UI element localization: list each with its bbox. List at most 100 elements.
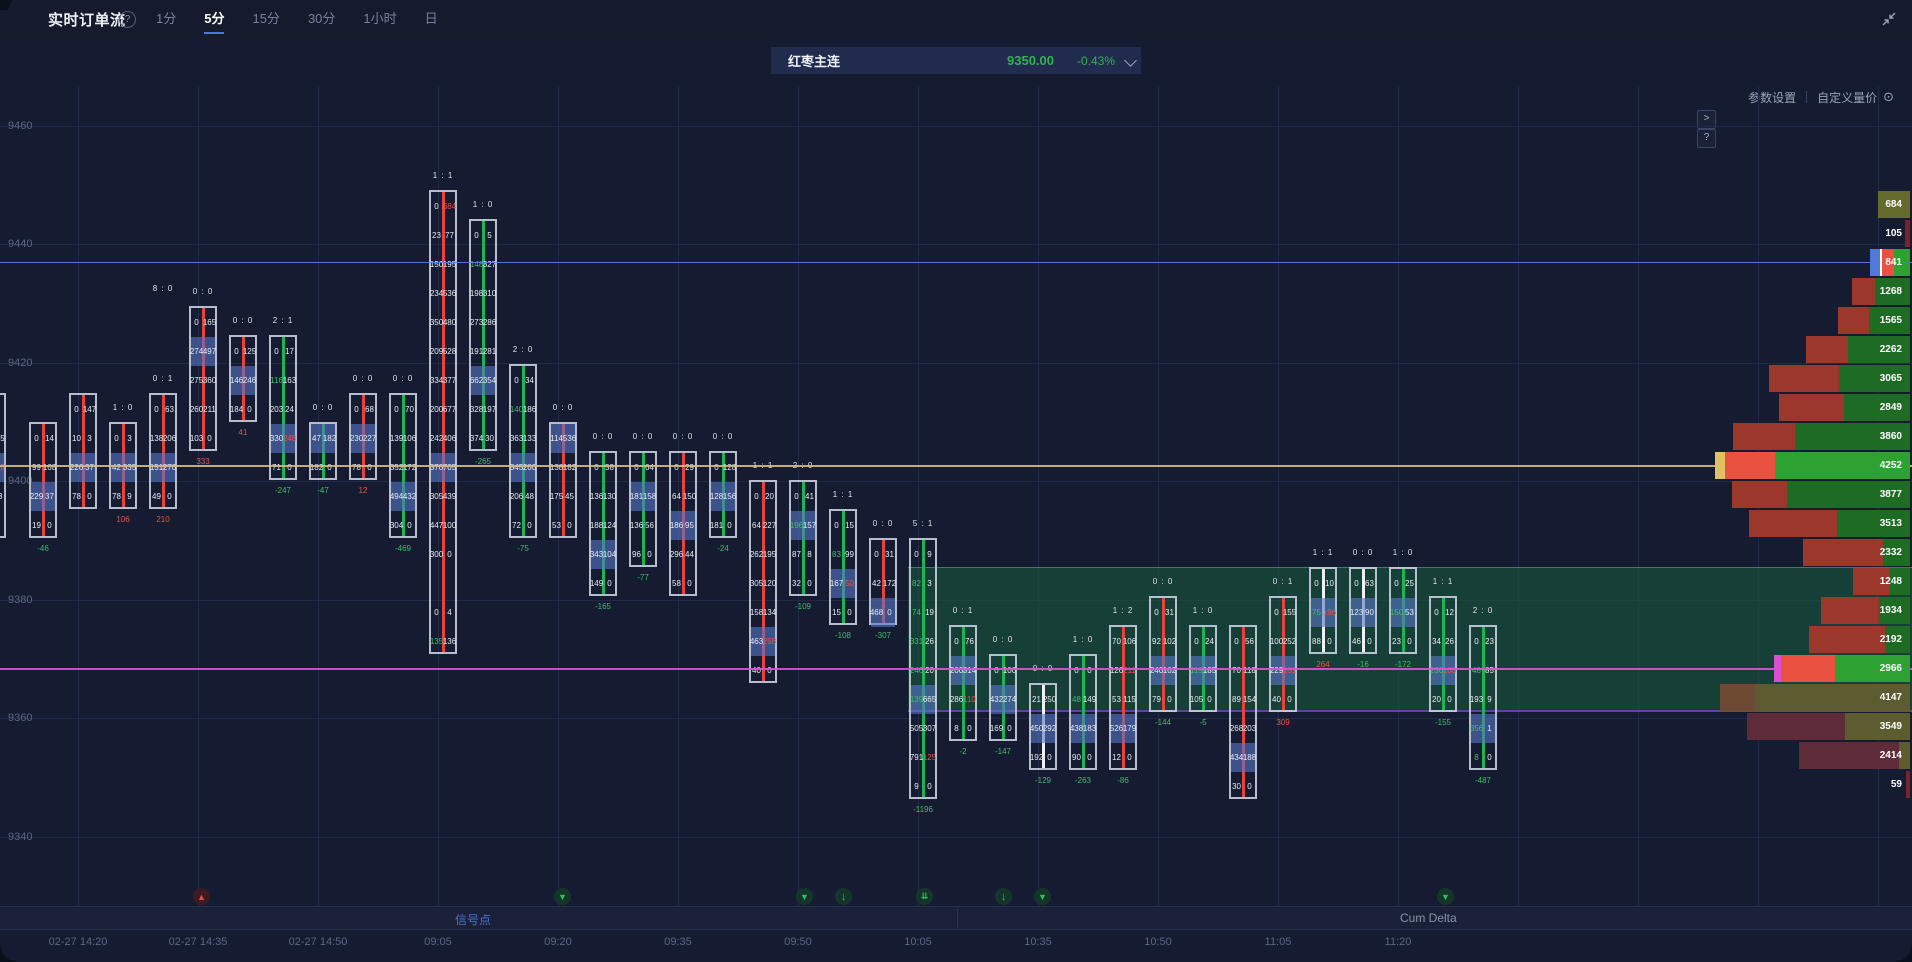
- tab-timeframe-3[interactable]: 30分: [307, 11, 336, 26]
- footprint-row: 186 95: [670, 511, 695, 540]
- footprint-cell-value: 149: [1082, 695, 1097, 704]
- footprint-row: 0 100: [991, 656, 1016, 685]
- footprint-cell-value: 136: [589, 492, 604, 501]
- volume-profile-row: [1799, 742, 1910, 769]
- time-tick-label: 02-27 14:35: [168, 936, 228, 948]
- footprint-cell-value: 172: [402, 463, 417, 472]
- footprint-cell-value: 17: [285, 347, 294, 356]
- volume-profile-row: [1774, 655, 1910, 682]
- panel-help-button[interactable]: ?: [1697, 129, 1716, 148]
- time-tick-label: 02-27 14:20: [48, 936, 108, 948]
- footprint-candle: 0 17 116 163 203 24 330 248 71 0: [269, 335, 297, 480]
- expand-panel-button[interactable]: >: [1697, 110, 1716, 129]
- footprint-cell-value: 0: [1074, 666, 1079, 675]
- footprint-row: 79 0: [1151, 685, 1175, 714]
- footprint-cell-value: 30: [485, 434, 494, 443]
- collapse-icon[interactable]: [1880, 10, 1898, 28]
- footprint-cell-value: 229: [29, 492, 44, 501]
- footprint-cell-value: 53: [1405, 608, 1414, 617]
- footprint-cell-value: 0: [74, 405, 79, 414]
- footprint-candle: 0 31 92 102 240 102 79 0: [1149, 596, 1177, 712]
- volume-profile-row: [1906, 771, 1910, 798]
- footprint-cell-value: 0: [1367, 637, 1372, 646]
- footprint-row: 0 24: [1191, 627, 1215, 656]
- footprint-row: 151 270: [150, 453, 176, 482]
- tab-timeframe-1[interactable]: 5分: [190, 0, 238, 38]
- footprint-cell-value: 0: [1167, 695, 1172, 704]
- footprint-cell-value: 103: [189, 434, 204, 443]
- footprint-cell-value: 356: [1469, 724, 1484, 733]
- custom-volume-price-button[interactable]: 自定义量价: [1817, 90, 1878, 105]
- volume-bar-segment: [1809, 626, 1885, 653]
- eye-icon[interactable]: ⊙: [1883, 89, 1894, 104]
- footprint-cell-value: 125: [922, 753, 937, 762]
- footprint-row: 343 104: [590, 540, 616, 569]
- footprint-row: 230 227: [350, 424, 376, 453]
- footprint-candle: 47 182 182 0: [309, 422, 337, 480]
- footprint-cell-value: 64: [672, 492, 681, 501]
- help-icon[interactable]: ?: [119, 11, 136, 28]
- footprint-cell-value: 85: [1485, 666, 1494, 675]
- footprint-row: 138 206: [150, 424, 177, 453]
- footprint-cell-value: 114: [550, 434, 563, 443]
- footprint-cell-value: 133: [522, 434, 537, 443]
- footprint-cell-value: 0: [607, 579, 612, 588]
- footprint-row: 64 150: [671, 482, 696, 511]
- signal-down-icon: ▼: [554, 888, 571, 905]
- footprint-candle: 0 31 42 172 468 0: [869, 538, 897, 627]
- footprint-cell-value: 130: [602, 492, 617, 501]
- v-gridline: [438, 86, 439, 906]
- footprint-cell-value: 10: [1325, 579, 1334, 588]
- timeframe-tabs: 1分 5分 15分 30分 1小时 日: [142, 0, 452, 38]
- footprint-cell-value: 198: [469, 289, 484, 298]
- footprint-cell-value: 354: [482, 376, 497, 385]
- footprint-cell-value: 182: [562, 463, 577, 472]
- footprint-cell-value: 77: [445, 231, 454, 240]
- footprint-cell-value: 70: [1232, 666, 1241, 675]
- footprint-candle: 0 0 48 149 438 183 90 0: [1069, 654, 1097, 770]
- footprint-cell-value: 206: [162, 434, 177, 443]
- footprint-cell-value: 118: [1243, 666, 1256, 675]
- tab-timeframe-0[interactable]: 1分: [156, 11, 177, 26]
- footprint-row: 126 211: [1110, 656, 1136, 685]
- tab-timeframe-5[interactable]: 日: [424, 11, 438, 26]
- volume-profile-row: [1732, 481, 1910, 508]
- footprint-row: 0 25: [1391, 569, 1415, 598]
- instrument-selector[interactable]: 红枣主连 9350.00 -0.43%: [771, 47, 1141, 74]
- signal-points-label[interactable]: 信号点: [455, 913, 492, 927]
- candle-delta-label: 106: [116, 515, 130, 524]
- footprint-row: 0: [0, 511, 4, 540]
- candle-direction-line: [481, 221, 485, 449]
- tab-timeframe-4[interactable]: 1小时: [363, 11, 397, 26]
- footprint-row: 167 50: [830, 569, 855, 598]
- footprint-cell-value: 450: [1029, 724, 1044, 733]
- settings-button[interactable]: 参数设置: [1748, 90, 1797, 105]
- footprint-row: 148 327: [470, 250, 496, 279]
- footprint-cell-value: 128: [722, 463, 737, 472]
- footprint-cell-value: 286: [949, 695, 964, 704]
- footprint-candle: 114 536 138 182 175 45 53 0: [549, 422, 577, 538]
- footprint-cell-value: 90: [1072, 753, 1081, 762]
- footprint-candle: 0 63 138 206 151 270 49 0: [149, 393, 177, 509]
- footprint-cell-value: 363: [509, 434, 524, 443]
- footprint-cell-value: 0: [434, 608, 439, 617]
- footprint-row: 0 20: [751, 482, 775, 511]
- volume-bar-segment: [1869, 307, 1910, 334]
- volume-profile-value: 1934: [1879, 605, 1902, 616]
- volume-profile-value: 3513: [1879, 518, 1902, 529]
- tab-timeframe-2[interactable]: 15分: [252, 11, 280, 26]
- footprint-cell-value: 374: [469, 434, 484, 443]
- footprint-row: 23 77: [431, 221, 455, 250]
- footprint-cell-value: 0: [34, 434, 39, 443]
- price-tick-label: 9440: [8, 238, 33, 250]
- footprint-row: 119 185: [1190, 656, 1216, 685]
- footprint-row: 78 9: [111, 482, 135, 511]
- volume-profile-value: 2332: [1879, 547, 1902, 558]
- footprint-cell-value: 447: [429, 521, 444, 530]
- footprint-row: 334 377: [430, 366, 456, 395]
- imbalance-ratio-label: 1 : 1: [1312, 548, 1334, 557]
- footprint-cell-value: 328: [469, 405, 484, 414]
- volume-profile-value: 3549: [1879, 721, 1902, 732]
- footprint-cell-value: 95: [685, 521, 694, 530]
